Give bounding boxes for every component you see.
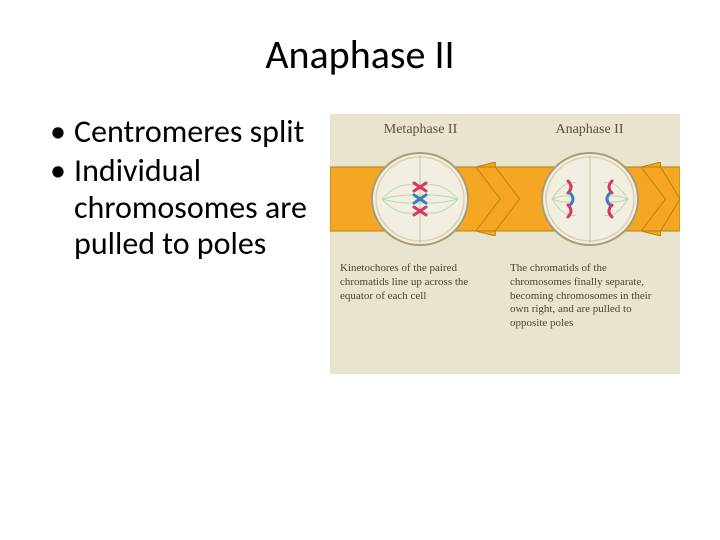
diagram-figure: Metaphase II Anaphase II [330,114,680,374]
figure-header-metaphase: Metaphase II [336,122,505,138]
caption-metaphase: Kinetochores of the paired chromatids li… [340,262,500,331]
figure-header-anaphase: Anaphase II [505,122,674,138]
caption-anaphase: The chromatids of the chromosomes finall… [510,262,670,331]
content-row: Centromeres split Individual chromosomes… [40,114,680,374]
figure-headers: Metaphase II Anaphase II [336,122,674,138]
bullet-item: Individual chromosomes are pulled to pol… [50,153,320,263]
arrow-band [330,144,680,254]
slide: Anaphase II Centromeres split Individual… [0,0,720,540]
anaphase-cell-icon [540,149,640,249]
metaphase-cell-icon [370,149,470,249]
bullet-list: Centromeres split Individual chromosomes… [40,114,320,265]
figure-captions: Kinetochores of the paired chromatids li… [336,262,674,331]
bullet-item: Centromeres split [50,114,320,151]
page-title: Anaphase II [40,30,680,79]
